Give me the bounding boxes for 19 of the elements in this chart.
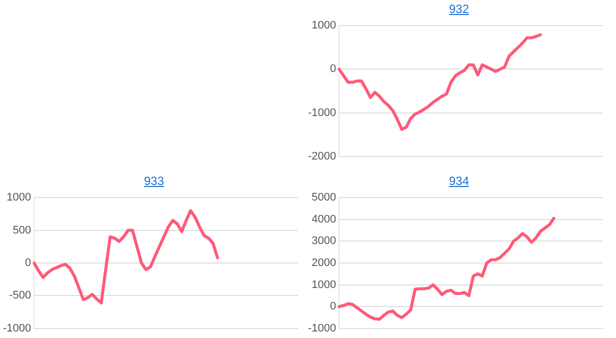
y-tick-label: 500 (12, 224, 32, 236)
y-tick-label: -1000 (308, 106, 336, 119)
y-tick-label: 1000 (6, 192, 32, 204)
y-tick-label: -1000 (308, 322, 336, 334)
y-tick-label: -1000 (2, 322, 32, 334)
y-tick-label: 0 (330, 63, 336, 76)
y-tick-label: 4000 (312, 213, 336, 226)
y-tick-label: 1000 (312, 20, 336, 32)
y-tick-label: -2000 (308, 150, 336, 162)
y-tick-label: 3000 (312, 235, 336, 248)
y-tick-label: 1000 (312, 278, 336, 291)
y-tick-label: 5000 (312, 192, 336, 204)
y-tick-label: 0 (330, 300, 336, 313)
chart-title: 934 (448, 174, 470, 188)
y-tick-label: 2000 (312, 257, 336, 270)
y-tick-label: -500 (9, 290, 32, 302)
chart-title: 933 (142, 174, 166, 188)
chart-title: 932 (448, 2, 470, 16)
y-tick-label: 0 (25, 257, 32, 270)
